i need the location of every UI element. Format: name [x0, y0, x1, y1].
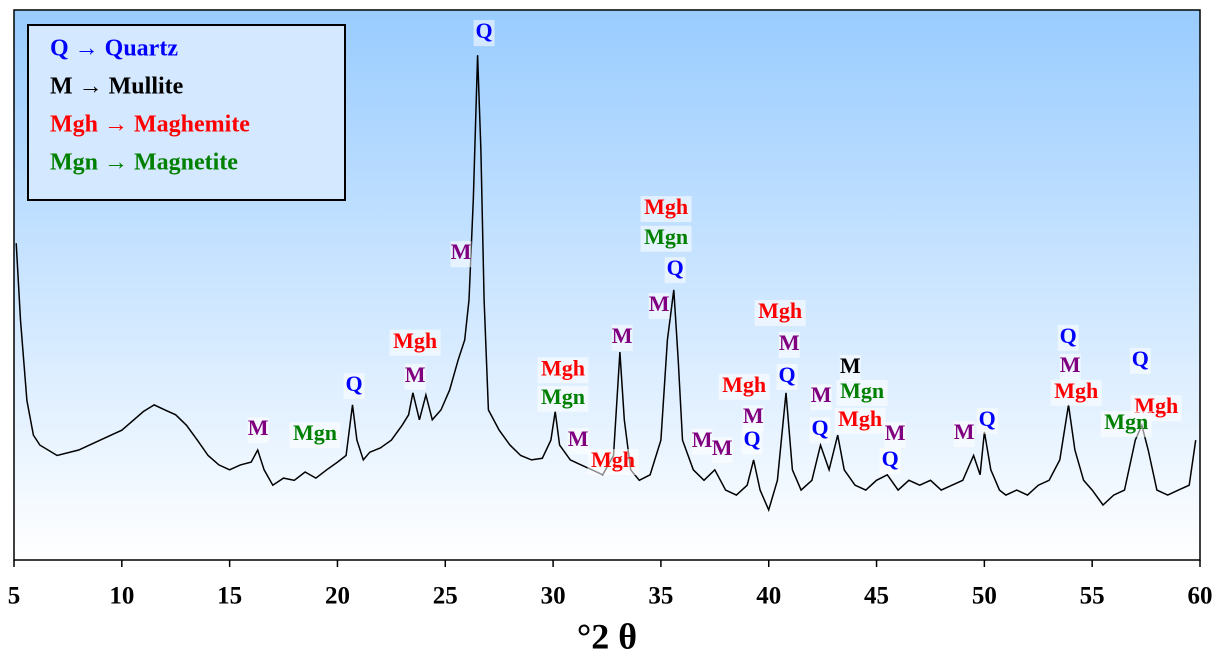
x-tick-label: 50: [972, 583, 997, 610]
annotation-bg: [879, 448, 901, 474]
annotation-bg: [691, 428, 713, 455]
annotation-bg: [976, 407, 998, 434]
annotation-bg: [776, 363, 798, 390]
peak-annotation: Q: [778, 362, 795, 387]
annotation-bg: [648, 292, 670, 319]
x-tick-label: 45: [864, 583, 889, 610]
x-tick-label: 15: [217, 583, 242, 610]
peak-annotation: Q: [667, 255, 684, 280]
x-axis-label: °2 θ: [577, 616, 637, 656]
annotation-bg: [1057, 324, 1079, 351]
peak-annotation: Q: [345, 371, 362, 396]
annotation-bg: [473, 20, 495, 47]
x-tick-label: 40: [756, 583, 781, 610]
annotation-bg: [810, 384, 832, 411]
annotation-bg: [404, 363, 426, 390]
annotation-bg: [247, 417, 269, 444]
peak-annotation: Mgh: [591, 447, 635, 472]
annotation-bg: [741, 428, 763, 455]
annotation-bg: [289, 422, 341, 449]
peak-annotation: Mgh: [722, 372, 766, 397]
peak-annotation: M: [779, 330, 800, 355]
annotation-bg: [836, 379, 888, 406]
annotation-bg: [450, 241, 472, 268]
legend-entry: M → Mullite: [50, 74, 184, 100]
peak-annotation: M: [612, 323, 633, 348]
annotation-bg: [778, 331, 800, 358]
peak-annotation: Q: [476, 18, 493, 43]
annotation-bg: [537, 357, 589, 384]
annotation-bg: [718, 373, 770, 400]
x-tick-label: 20: [325, 583, 350, 610]
peak-annotation: Q: [811, 415, 828, 440]
annotation-bg: [1100, 411, 1152, 438]
peak-annotation: Mgh: [541, 355, 585, 380]
peak-annotation: M: [840, 353, 861, 378]
x-tick-label: 10: [109, 583, 134, 610]
peak-annotation: M: [712, 435, 733, 460]
annotation-bg: [389, 329, 441, 356]
annotation-bg: [754, 300, 806, 327]
annotation-bg: [1059, 353, 1081, 380]
peak-annotation: M: [811, 382, 832, 407]
peak-annotation: M: [248, 415, 269, 440]
legend-entry: Mgn → Magnetite: [50, 150, 238, 176]
peak-annotation: Mgh: [758, 298, 802, 323]
annotation-bg: [742, 405, 764, 432]
peak-annotation: Q: [744, 426, 761, 451]
x-tick-label: 5: [8, 583, 21, 610]
peak-annotation: M: [743, 403, 764, 428]
annotation-bg: [953, 421, 975, 448]
annotation-bg: [611, 324, 633, 351]
peak-annotation: Q: [1060, 323, 1077, 348]
peak-annotation: M: [954, 419, 975, 444]
peak-annotation: M: [885, 420, 906, 445]
peak-annotation: Q: [1132, 346, 1149, 371]
annotation-bg: [1050, 379, 1102, 406]
peak-annotation: M: [451, 239, 472, 264]
annotation-bg: [567, 428, 589, 455]
peak-annotation: Mgh: [393, 328, 437, 353]
x-tick-label: 55: [1080, 583, 1105, 610]
x-tick-label: 60: [1188, 583, 1213, 610]
peak-annotation: M: [649, 291, 670, 316]
peak-annotation: Q: [882, 446, 899, 471]
peak-annotation: Mgh: [838, 406, 882, 431]
annotation-bg: [664, 257, 686, 284]
annotation-bg: [884, 422, 906, 449]
x-tick-label: 35: [648, 583, 673, 610]
peak-annotation: Mgn: [840, 378, 884, 403]
annotation-bg: [1129, 347, 1151, 374]
peak-annotation: M: [1060, 352, 1081, 377]
legend-entry: Mgh → Maghemite: [50, 112, 250, 138]
peak-annotation: Mgn: [644, 224, 688, 249]
legend-entry: Q → Quartz: [50, 36, 178, 62]
peak-annotation: Mgh: [1054, 378, 1098, 403]
annotation-bg: [640, 225, 692, 252]
annotation-bg: [711, 437, 733, 463]
peak-annotation: Mgn: [293, 420, 337, 445]
annotation-bg: [587, 449, 639, 476]
peak-annotation: Q: [979, 406, 996, 431]
spectrum-line: [15, 55, 1197, 513]
annotation-bg: [839, 355, 861, 382]
annotation-bg: [809, 417, 831, 444]
peak-annotation: M: [405, 362, 426, 387]
peak-annotation: Mgh: [644, 194, 688, 219]
x-tick-label: 25: [433, 583, 458, 610]
peak-annotation: Mgn: [1104, 409, 1148, 434]
peak-annotation: M: [568, 426, 589, 451]
annotation-bg: [537, 385, 589, 412]
legend-box: [27, 24, 346, 201]
peak-annotation: Mgn: [541, 384, 585, 409]
x-tick-label: 30: [541, 583, 566, 610]
annotation-bg: [834, 407, 886, 434]
legend: Q → Quartz M → Mullite Mgh → Maghemite Mgn …: [27, 24, 346, 201]
annotation-bg: [343, 373, 365, 400]
peak-annotation: M: [692, 427, 713, 452]
annotation-bg: [640, 196, 692, 223]
